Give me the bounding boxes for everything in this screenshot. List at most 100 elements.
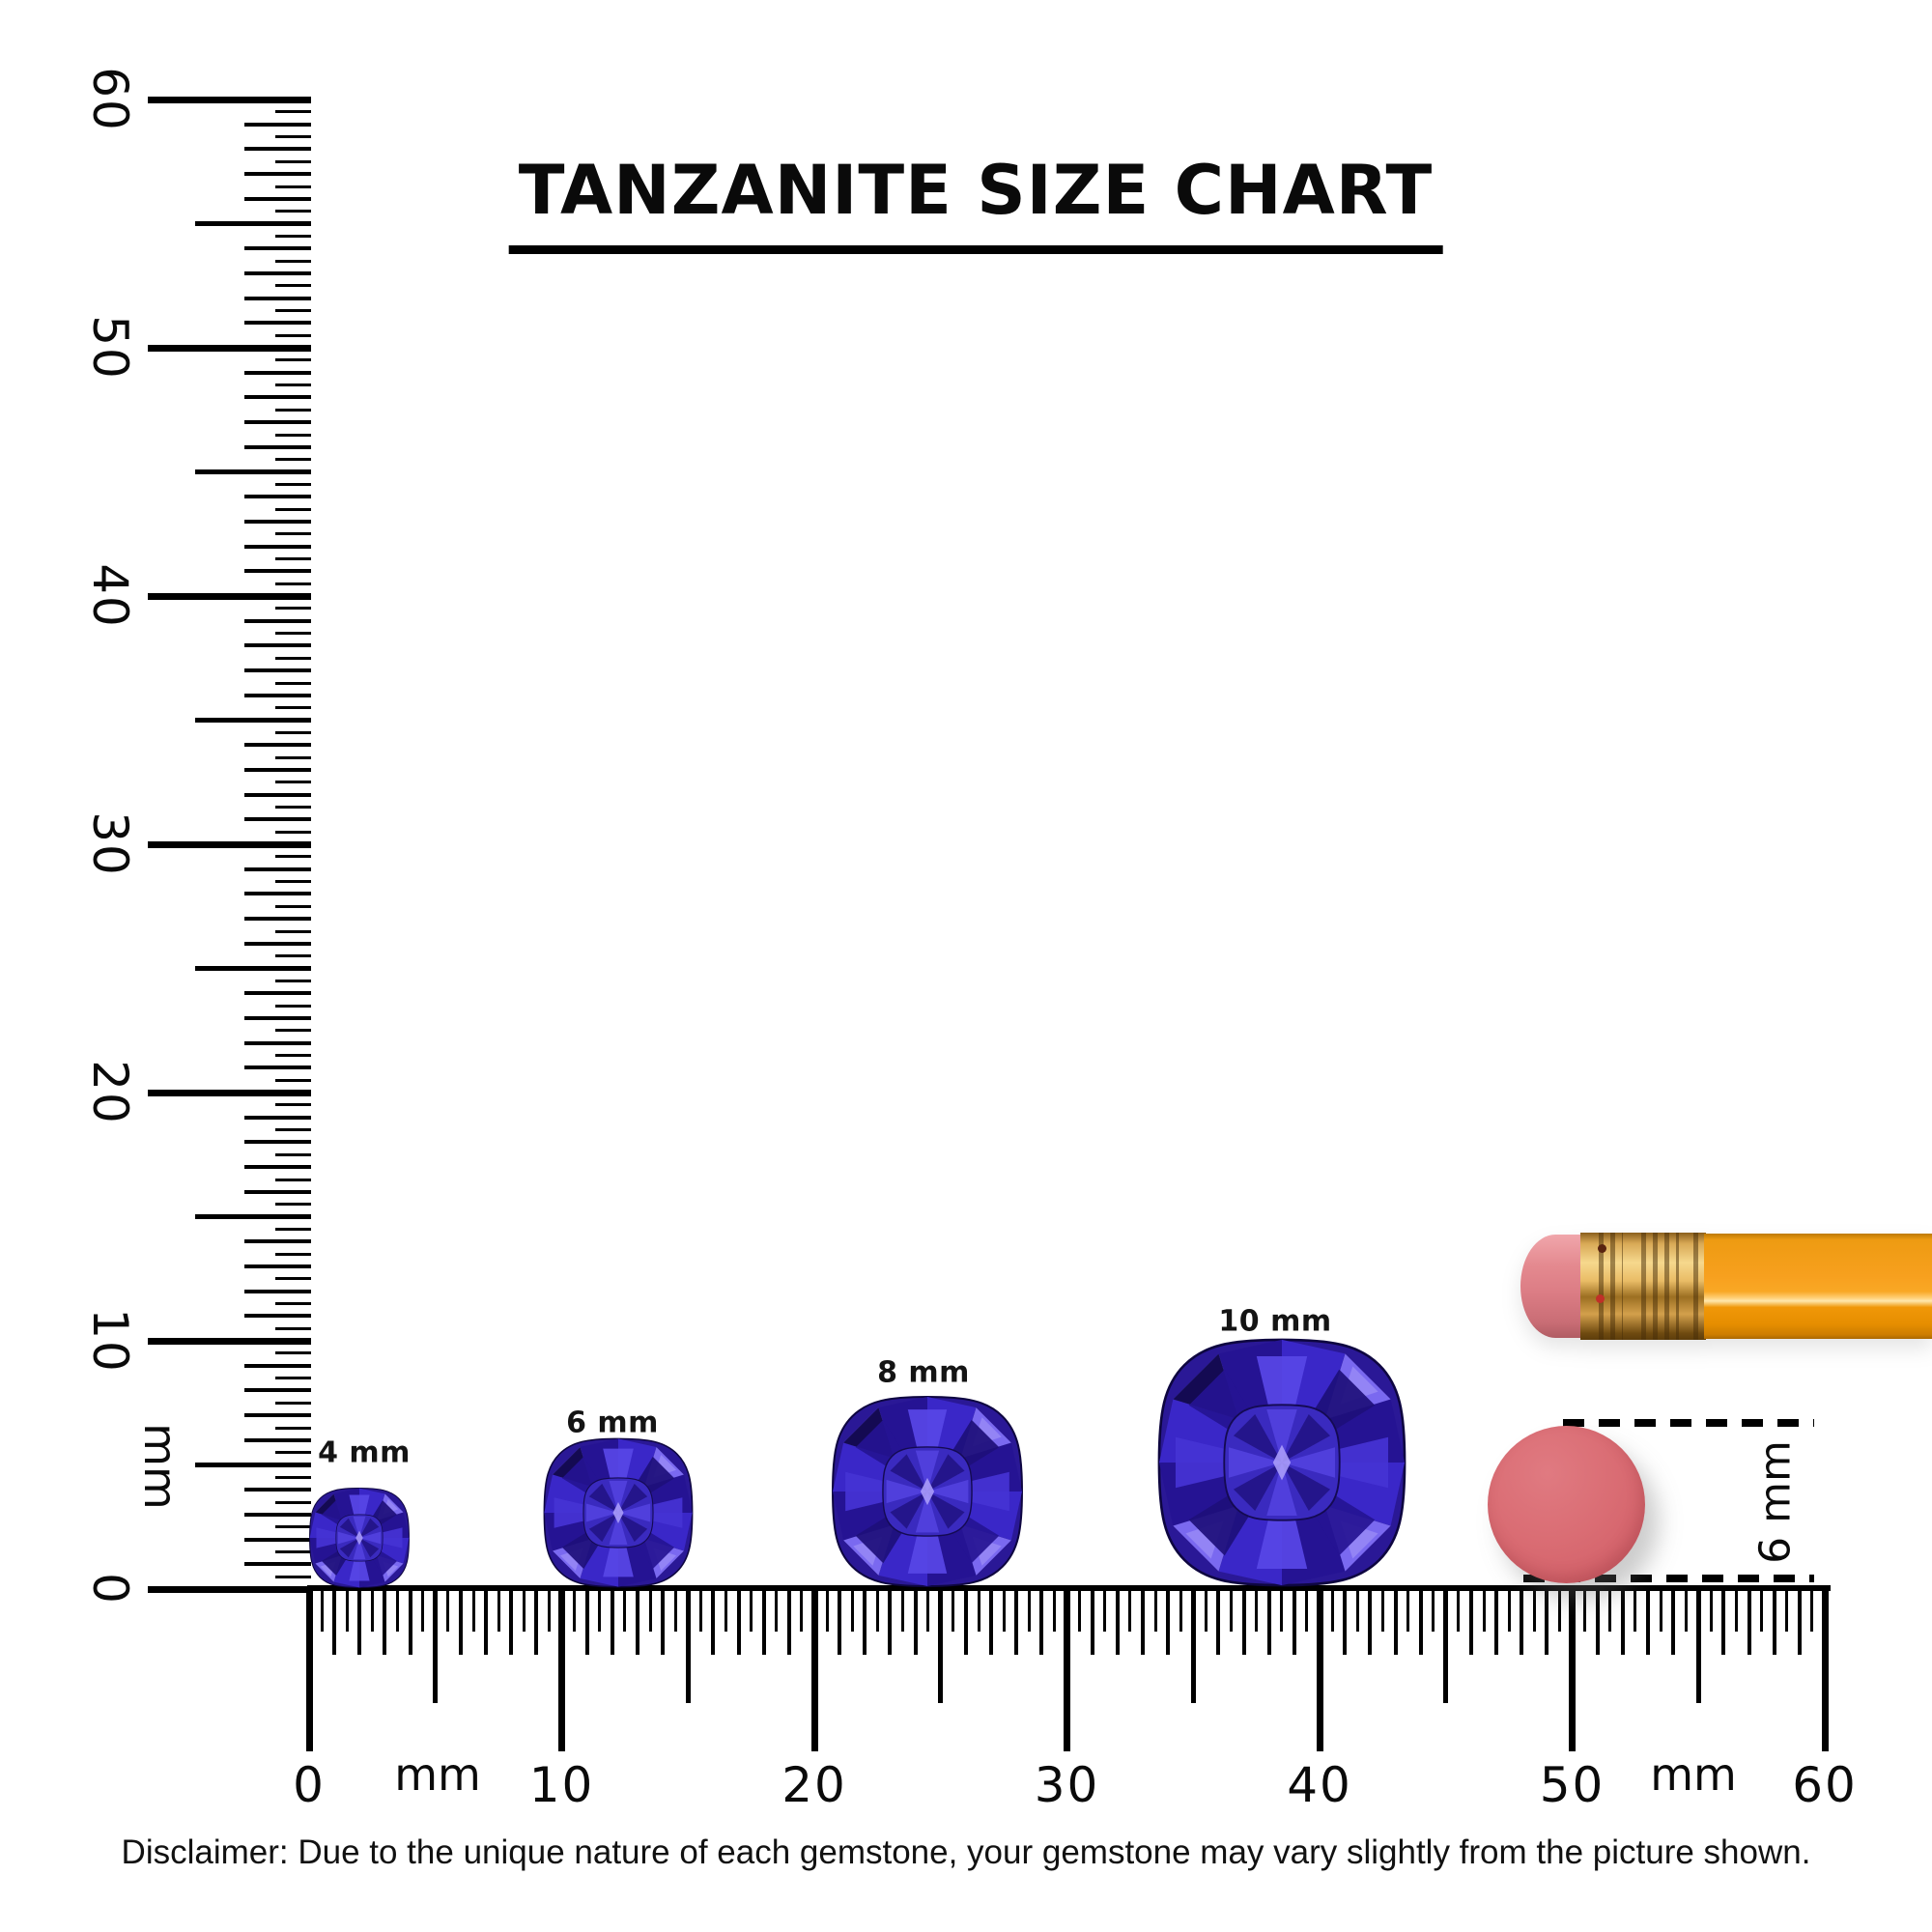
ruler-tick — [1002, 1586, 1006, 1632]
ruler-tick — [1368, 1586, 1373, 1655]
ruler-tick — [471, 1586, 475, 1632]
ruler-tick — [888, 1586, 893, 1655]
ruler-tick — [1583, 1586, 1587, 1632]
ruler-tick — [244, 321, 311, 326]
ruler-tick — [1179, 1586, 1182, 1632]
ruler-tick — [913, 1586, 918, 1655]
ruler-tick — [244, 1065, 311, 1070]
ruler-tick — [244, 1388, 311, 1393]
ruler-tick — [244, 867, 311, 871]
ruler-tick — [1103, 1586, 1107, 1632]
ruler-tick — [148, 1337, 311, 1345]
ruler-tick — [1507, 1586, 1511, 1632]
ruler-tick — [1684, 1586, 1688, 1632]
ruler-tick — [275, 1152, 311, 1156]
ruler-tick — [244, 1165, 311, 1170]
ruler-tick — [148, 1585, 311, 1593]
ruler-tick — [1418, 1586, 1423, 1655]
vertical-ruler-unit-label: mm — [134, 1423, 186, 1510]
ruler-tick — [446, 1586, 450, 1632]
ruler-tick — [750, 1586, 753, 1632]
ruler-tick — [573, 1586, 577, 1632]
ruler-tick — [698, 1586, 702, 1632]
ruler-tick — [275, 234, 311, 238]
ruler-tick — [148, 592, 311, 600]
ruler-tick — [275, 1575, 311, 1578]
ruler-tick — [244, 693, 311, 697]
ruler-tick — [1343, 1586, 1348, 1655]
ruler-tick — [275, 408, 311, 412]
ruler-tick — [1241, 1586, 1246, 1655]
vertical-ruler-number: 20 — [82, 1060, 138, 1125]
ruler-tick — [244, 941, 311, 946]
ruler-tick — [275, 482, 311, 486]
ruler-tick — [850, 1586, 854, 1632]
gem-8mm — [830, 1394, 1025, 1589]
ruler-tick — [275, 1004, 311, 1008]
ruler-tick — [661, 1586, 666, 1655]
ruler-tick — [275, 755, 311, 759]
pencil — [1520, 1233, 1932, 1340]
ruler-tick — [1393, 1586, 1398, 1655]
ruler-tick — [244, 296, 311, 300]
ruler-tick — [1292, 1586, 1296, 1655]
ruler-tick — [1255, 1586, 1259, 1632]
ruler-tick — [275, 259, 311, 263]
ruler-tick — [244, 743, 311, 748]
ruler-tick — [195, 469, 311, 474]
horizontal-ruler-number: 50 — [1539, 1757, 1605, 1813]
vertical-ruler-number: 60 — [82, 67, 138, 132]
ruler-tick — [275, 210, 311, 213]
ruler-tick — [1721, 1586, 1726, 1655]
ruler-tick — [989, 1586, 993, 1655]
ruler-tick — [275, 110, 311, 114]
ruler-tick — [408, 1586, 412, 1655]
ruler-tick — [244, 246, 311, 251]
ruler-tick — [673, 1586, 677, 1632]
ruler-tick — [901, 1586, 904, 1632]
ruler-tick — [275, 1351, 311, 1355]
ruler-tick — [195, 221, 311, 226]
ruler-tick — [1266, 1586, 1271, 1655]
ruler-tick — [1216, 1586, 1221, 1655]
ruler-tick — [396, 1586, 399, 1632]
ferrule-crimp-dot — [1596, 1294, 1605, 1303]
ruler-tick — [195, 1463, 311, 1467]
ruler-tick — [275, 706, 311, 710]
ruler-tick — [275, 557, 311, 560]
ruler-tick — [825, 1586, 829, 1632]
ruler-tick — [244, 370, 311, 375]
ruler-tick — [244, 1488, 311, 1492]
disclaimer-text: Disclaimer: Due to the unique nature of … — [121, 1833, 1811, 1871]
ruler-tick — [275, 1103, 311, 1107]
ruler-tick — [1204, 1586, 1208, 1632]
round-eraser — [1488, 1426, 1645, 1583]
ruler-tick — [1039, 1586, 1044, 1655]
ruler-tick — [244, 544, 311, 549]
ruler-tick — [275, 458, 311, 462]
ruler-tick — [775, 1586, 779, 1632]
ruler-tick — [1064, 1586, 1070, 1751]
ruler-tick — [623, 1586, 627, 1632]
ruler-tick — [547, 1586, 551, 1632]
ruler-tick — [275, 632, 311, 636]
ruler-tick — [275, 1078, 311, 1082]
ruler-tick — [148, 840, 311, 848]
gem-size-label-8mm: 8 mm — [877, 1355, 970, 1390]
ruler-tick — [1078, 1586, 1082, 1632]
ruler-tick — [1443, 1586, 1449, 1703]
ruler-tick — [275, 1128, 311, 1131]
ruler-tick — [275, 507, 311, 511]
ruler-tick — [1520, 1586, 1524, 1655]
ruler-tick — [275, 333, 311, 337]
eraser-size-label: 6 mm — [1750, 1440, 1801, 1564]
ruler-tick — [244, 1562, 311, 1567]
ferrule-ridge-group — [1687, 1233, 1702, 1340]
ruler-tick — [244, 1040, 311, 1045]
ruler-tick — [1569, 1586, 1576, 1751]
ruler-tick — [275, 1277, 311, 1281]
ruler-tick — [1608, 1586, 1612, 1632]
ruler-tick — [421, 1586, 425, 1632]
ruler-tick — [977, 1586, 980, 1632]
